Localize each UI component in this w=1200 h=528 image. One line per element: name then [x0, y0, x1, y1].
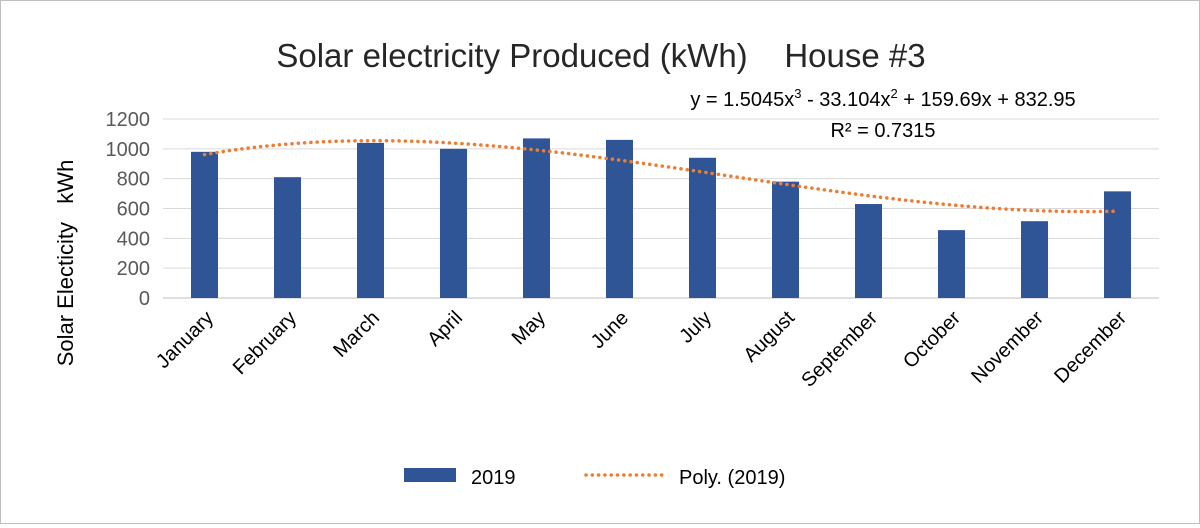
- x-tick-label: December: [1050, 307, 1131, 388]
- bars: [191, 138, 1131, 298]
- y-tick-label: 400: [117, 228, 150, 250]
- equation-exp1: 3: [794, 86, 801, 101]
- bar: [191, 151, 218, 298]
- bar: [1104, 191, 1131, 298]
- trendline-equation: y = 1.5045x3 - 33.104x2 + 159.69x + 832.…: [690, 86, 1075, 111]
- equation-mid: - 33.104x: [802, 89, 891, 111]
- legend-trend-label: Poly. (2019): [679, 467, 785, 489]
- y-tick-label: 0: [139, 288, 150, 310]
- bar: [938, 230, 965, 298]
- x-tick-label: February: [229, 307, 301, 379]
- y-tick-label: 1200: [106, 109, 151, 131]
- legend-bar-swatch: [404, 468, 456, 482]
- bar: [606, 139, 633, 298]
- bar: [855, 204, 882, 298]
- x-tick-label: October: [899, 307, 965, 373]
- chart-title: Solar electricity Produced (kWh) House #…: [276, 37, 925, 74]
- y-tick-label: 800: [117, 169, 150, 191]
- x-tick-label: June: [587, 307, 633, 353]
- bar: [523, 138, 550, 298]
- bar: [1021, 221, 1048, 298]
- x-tick-label: January: [152, 307, 218, 373]
- y-axis-label: Solar Electicity kWh: [53, 160, 78, 367]
- r-squared-label: R² = 0.7315: [830, 120, 935, 142]
- y-tick-label: 1000: [106, 139, 151, 161]
- x-tick-label: April: [423, 307, 467, 351]
- x-tick-label: November: [967, 307, 1048, 388]
- bar: [357, 142, 384, 298]
- x-tick-label: September: [797, 307, 882, 392]
- bar: [274, 177, 301, 298]
- x-tick-label: May: [508, 307, 550, 349]
- y-tick-label: 600: [117, 199, 150, 221]
- y-tick-label: 200: [117, 258, 150, 280]
- bar: [689, 157, 716, 298]
- x-tick-label: March: [329, 307, 384, 362]
- x-tick-labels: January February March April May June July Augu…: [152, 307, 1131, 392]
- trendline: [202, 138, 1120, 214]
- gridlines: [163, 118, 1159, 299]
- y-tick-labels: 0 200 400 600 800 1000 1200: [106, 109, 151, 310]
- legend: 2019 Poly. (2019): [404, 467, 785, 489]
- equation-suffix: + 159.69x + 832.95: [898, 89, 1076, 111]
- x-tick-label: August: [739, 307, 799, 367]
- bar: [772, 181, 799, 298]
- equation-prefix: y = 1.5045x: [690, 89, 794, 111]
- trendline-path: [202, 138, 1120, 214]
- legend-bar-label: 2019: [471, 467, 516, 489]
- x-tick-label: July: [675, 307, 716, 348]
- equation-exp2: 2: [890, 86, 897, 101]
- bar: [440, 148, 467, 298]
